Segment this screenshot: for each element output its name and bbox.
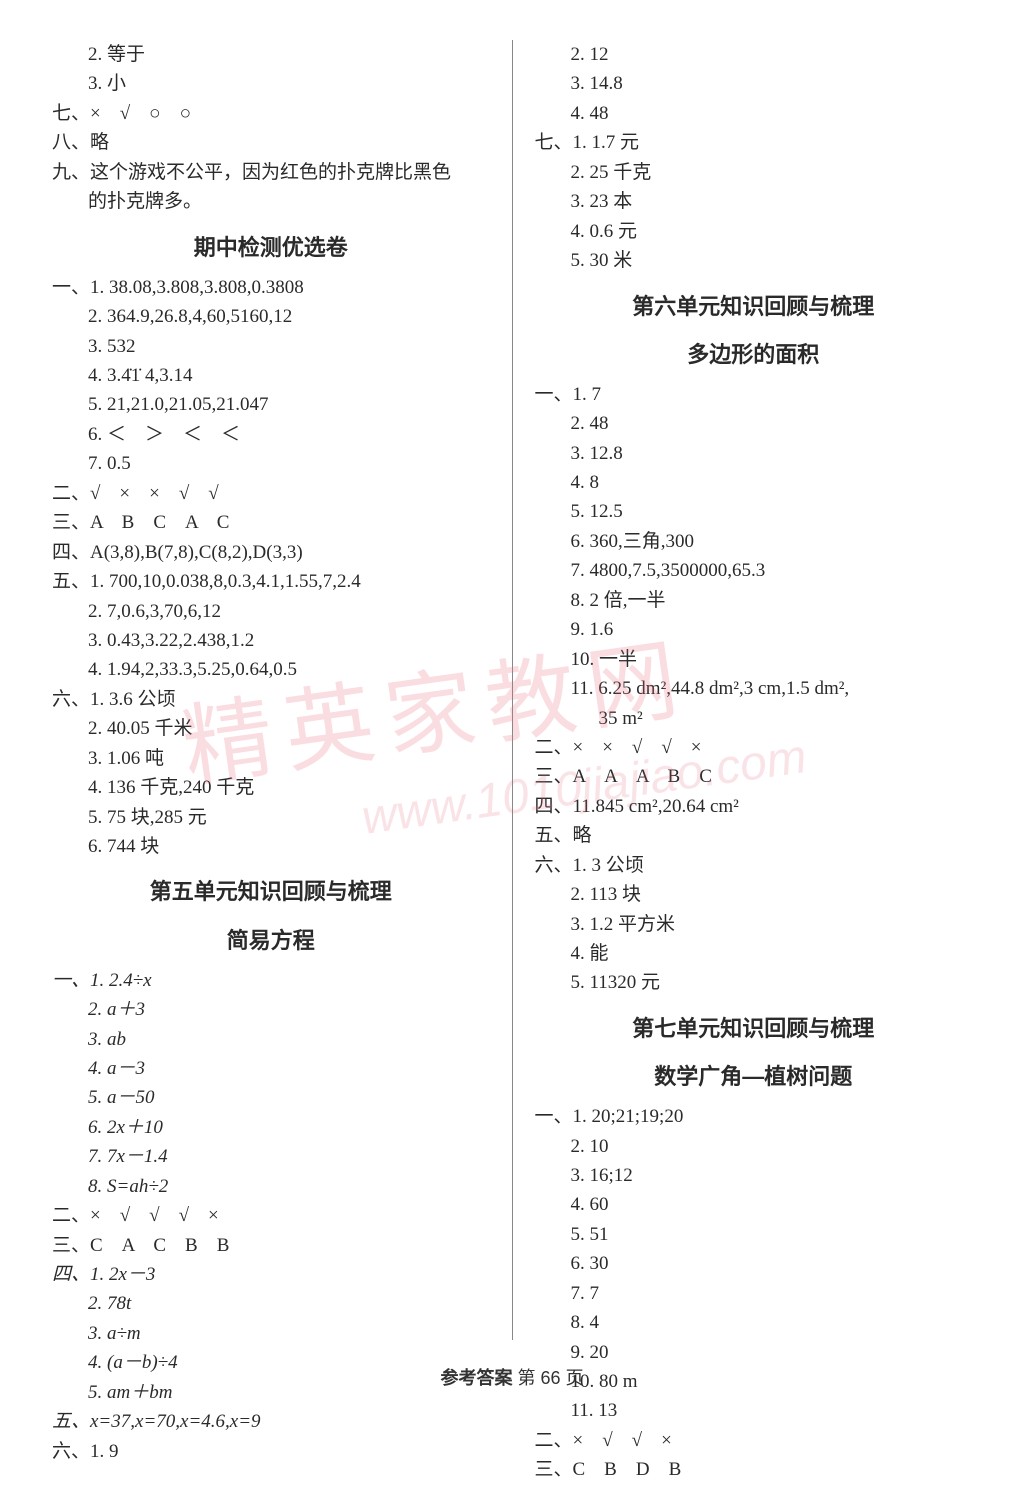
- text-line: 2. 48: [523, 409, 985, 438]
- text-line: 6. 2x＋10: [40, 1113, 502, 1142]
- text-line: 3. 23 本: [523, 187, 985, 216]
- text-line: 4. (a－b)÷4: [40, 1348, 502, 1377]
- text-line: 3. 16;12: [523, 1161, 985, 1190]
- text-line: 五、略: [523, 821, 985, 850]
- text-line: 六、1. 9: [40, 1437, 502, 1466]
- text-line: 4. 60: [523, 1190, 985, 1219]
- text-line: 二、√ × × √ √: [40, 479, 502, 508]
- left-column: 2. 等于 3. 小 七、× √ ○ ○ 八、略 九、这个游戏不公平，因为红色的…: [30, 40, 513, 1340]
- text-line: 七、1. 1.7 元: [523, 128, 985, 157]
- text-line: 一、1. 7: [523, 380, 985, 409]
- heading-unit6a: 第六单元知识回顾与梳理: [523, 290, 985, 324]
- text-line: 5. 21,21.0,21.05,21.047: [40, 390, 502, 419]
- text-line: 2. 12: [523, 40, 985, 69]
- text-line: 五、x=37,x=70,x=4.6,x=9: [40, 1407, 502, 1436]
- text-line: 3. a÷m: [40, 1319, 502, 1348]
- text-line: 2. 78t: [40, 1289, 502, 1318]
- text-line: 六、1. 3 公顷: [523, 851, 985, 880]
- text-line: 3. 14.8: [523, 69, 985, 98]
- text-line: 10. 80 m: [523, 1367, 985, 1396]
- text-line: 三、C A C B B: [40, 1231, 502, 1260]
- text-line: 2. 等于: [40, 40, 502, 69]
- text-line: 四、1. 2x－3: [40, 1260, 502, 1289]
- text-line: 4. a－3: [40, 1054, 502, 1083]
- text-line: 5. 51: [523, 1220, 985, 1249]
- text-line: 7. 0.5: [40, 449, 502, 478]
- text-line: 的扑克牌多。: [40, 187, 502, 216]
- heading-unit6b: 多边形的面积: [523, 338, 985, 372]
- text-line: 4. 1.94,2,33.3,5.25,0.64,0.5: [40, 655, 502, 684]
- text-line: 一、1. 20;21;19;20: [523, 1102, 985, 1131]
- text-line: 9. 20: [523, 1338, 985, 1367]
- text-line: 5. 12.5: [523, 497, 985, 526]
- text-line: 三、A B C A C: [40, 508, 502, 537]
- heading-midterm: 期中检测优选卷: [40, 231, 502, 265]
- text-line: 3. 小: [40, 69, 502, 98]
- text-line: 二、× √ √ ×: [523, 1426, 985, 1455]
- text-line: 2. 7,0.6,3,70,6,12: [40, 597, 502, 626]
- text-line: 9. 1.6: [523, 615, 985, 644]
- text-line: 11. 13: [523, 1396, 985, 1425]
- text-line: 4. 8: [523, 468, 985, 497]
- heading-unit7a: 第七单元知识回顾与梳理: [523, 1012, 985, 1046]
- text-line: 五、1. 700,10,0.038,8,0.3,4.1,1.55,7,2.4: [40, 567, 502, 596]
- text-line: 三、A A A B C: [523, 762, 985, 791]
- text-line: 三、C B D B: [523, 1455, 985, 1484]
- text-line: 2. 10: [523, 1132, 985, 1161]
- text-line: 四、A(3,8),B(7,8),C(8,2),D(3,3): [40, 538, 502, 567]
- footer-label: 参考答案: [440, 1368, 512, 1388]
- text-line: 7. 7x－1.4: [40, 1142, 502, 1171]
- text-line: 2. a＋3: [40, 995, 502, 1024]
- text-line: 5. 30 米: [523, 246, 985, 275]
- text-line: 3. 1.06 吨: [40, 744, 502, 773]
- text-line: 5. am＋bm: [40, 1378, 502, 1407]
- text-line: 6. ＜ ＞ ＜ ＜: [40, 420, 502, 449]
- text-line: 8. 4: [523, 1308, 985, 1337]
- text-line: 二、× √ √ √ ×: [40, 1201, 502, 1230]
- text-line: 3. 12.8: [523, 439, 985, 468]
- text-line: 3. 0.43,3.22,2.438,1.2: [40, 626, 502, 655]
- text-line: 2. 40.05 千米: [40, 714, 502, 743]
- text-line: 4. 136 千克,240 千克: [40, 773, 502, 802]
- text-line: 7. 4800,7.5,3500000,65.3: [523, 556, 985, 585]
- text-line: 3. 1.2 平方米: [523, 910, 985, 939]
- text-line: 5. 11320 元: [523, 968, 985, 997]
- text-line: 8. S=ah÷2: [40, 1172, 502, 1201]
- text-line: 5. a－50: [40, 1083, 502, 1112]
- text-line: 四、11.845 cm²,20.64 cm²: [523, 792, 985, 821]
- heading-unit7b: 数学广角—植树问题: [523, 1060, 985, 1094]
- text-line: 二、× × √ √ ×: [523, 733, 985, 762]
- text-line: 4. 0.6 元: [523, 217, 985, 246]
- page-container: 2. 等于 3. 小 七、× √ ○ ○ 八、略 九、这个游戏不公平，因为红色的…: [0, 0, 1024, 1360]
- text-line: 八、略: [40, 128, 502, 157]
- right-column: 2. 12 3. 14.8 4. 48 七、1. 1.7 元 2. 25 千克 …: [513, 40, 995, 1340]
- text-line: 6. 744 块: [40, 832, 502, 861]
- text-line: 2. 364.9,26.8,4,60,5160,12: [40, 302, 502, 331]
- text-line: 7. 7: [523, 1279, 985, 1308]
- text-line: 2. 25 千克: [523, 158, 985, 187]
- text-line: 6. 30: [523, 1249, 985, 1278]
- text-line: 8. 2 倍,一半: [523, 586, 985, 615]
- text-line: 2. 113 块: [523, 880, 985, 909]
- text-line: 4. 48: [523, 99, 985, 128]
- text-line: 4. 能: [523, 939, 985, 968]
- text-line: 一、1. 38.08,3.808,3.808,0.3808: [40, 273, 502, 302]
- text-line: 35 m²: [523, 704, 985, 733]
- heading-unit5a: 第五单元知识回顾与梳理: [40, 875, 502, 909]
- footer-page: 第 66 页: [517, 1368, 583, 1388]
- text-line: 6. 360,三角,300: [523, 527, 985, 556]
- text-line: 10. 一半: [523, 645, 985, 674]
- text-line: 一、1. 2.4÷x: [40, 966, 502, 995]
- text-line: 3. ab: [40, 1025, 502, 1054]
- text-line: 11. 6.25 dm²,44.8 dm²,3 cm,1.5 dm²,: [523, 674, 985, 703]
- text-line: 七、× √ ○ ○: [40, 99, 502, 128]
- text-line: 九、这个游戏不公平，因为红色的扑克牌比黑色: [40, 158, 502, 187]
- text-line: 4. 3.4̇1̇ 4,3.14: [40, 361, 502, 390]
- text-line: 3. 532: [40, 332, 502, 361]
- text-line: 六、1. 3.6 公顷: [40, 685, 502, 714]
- text-line: 5. 75 块,285 元: [40, 803, 502, 832]
- heading-unit5b: 简易方程: [40, 924, 502, 958]
